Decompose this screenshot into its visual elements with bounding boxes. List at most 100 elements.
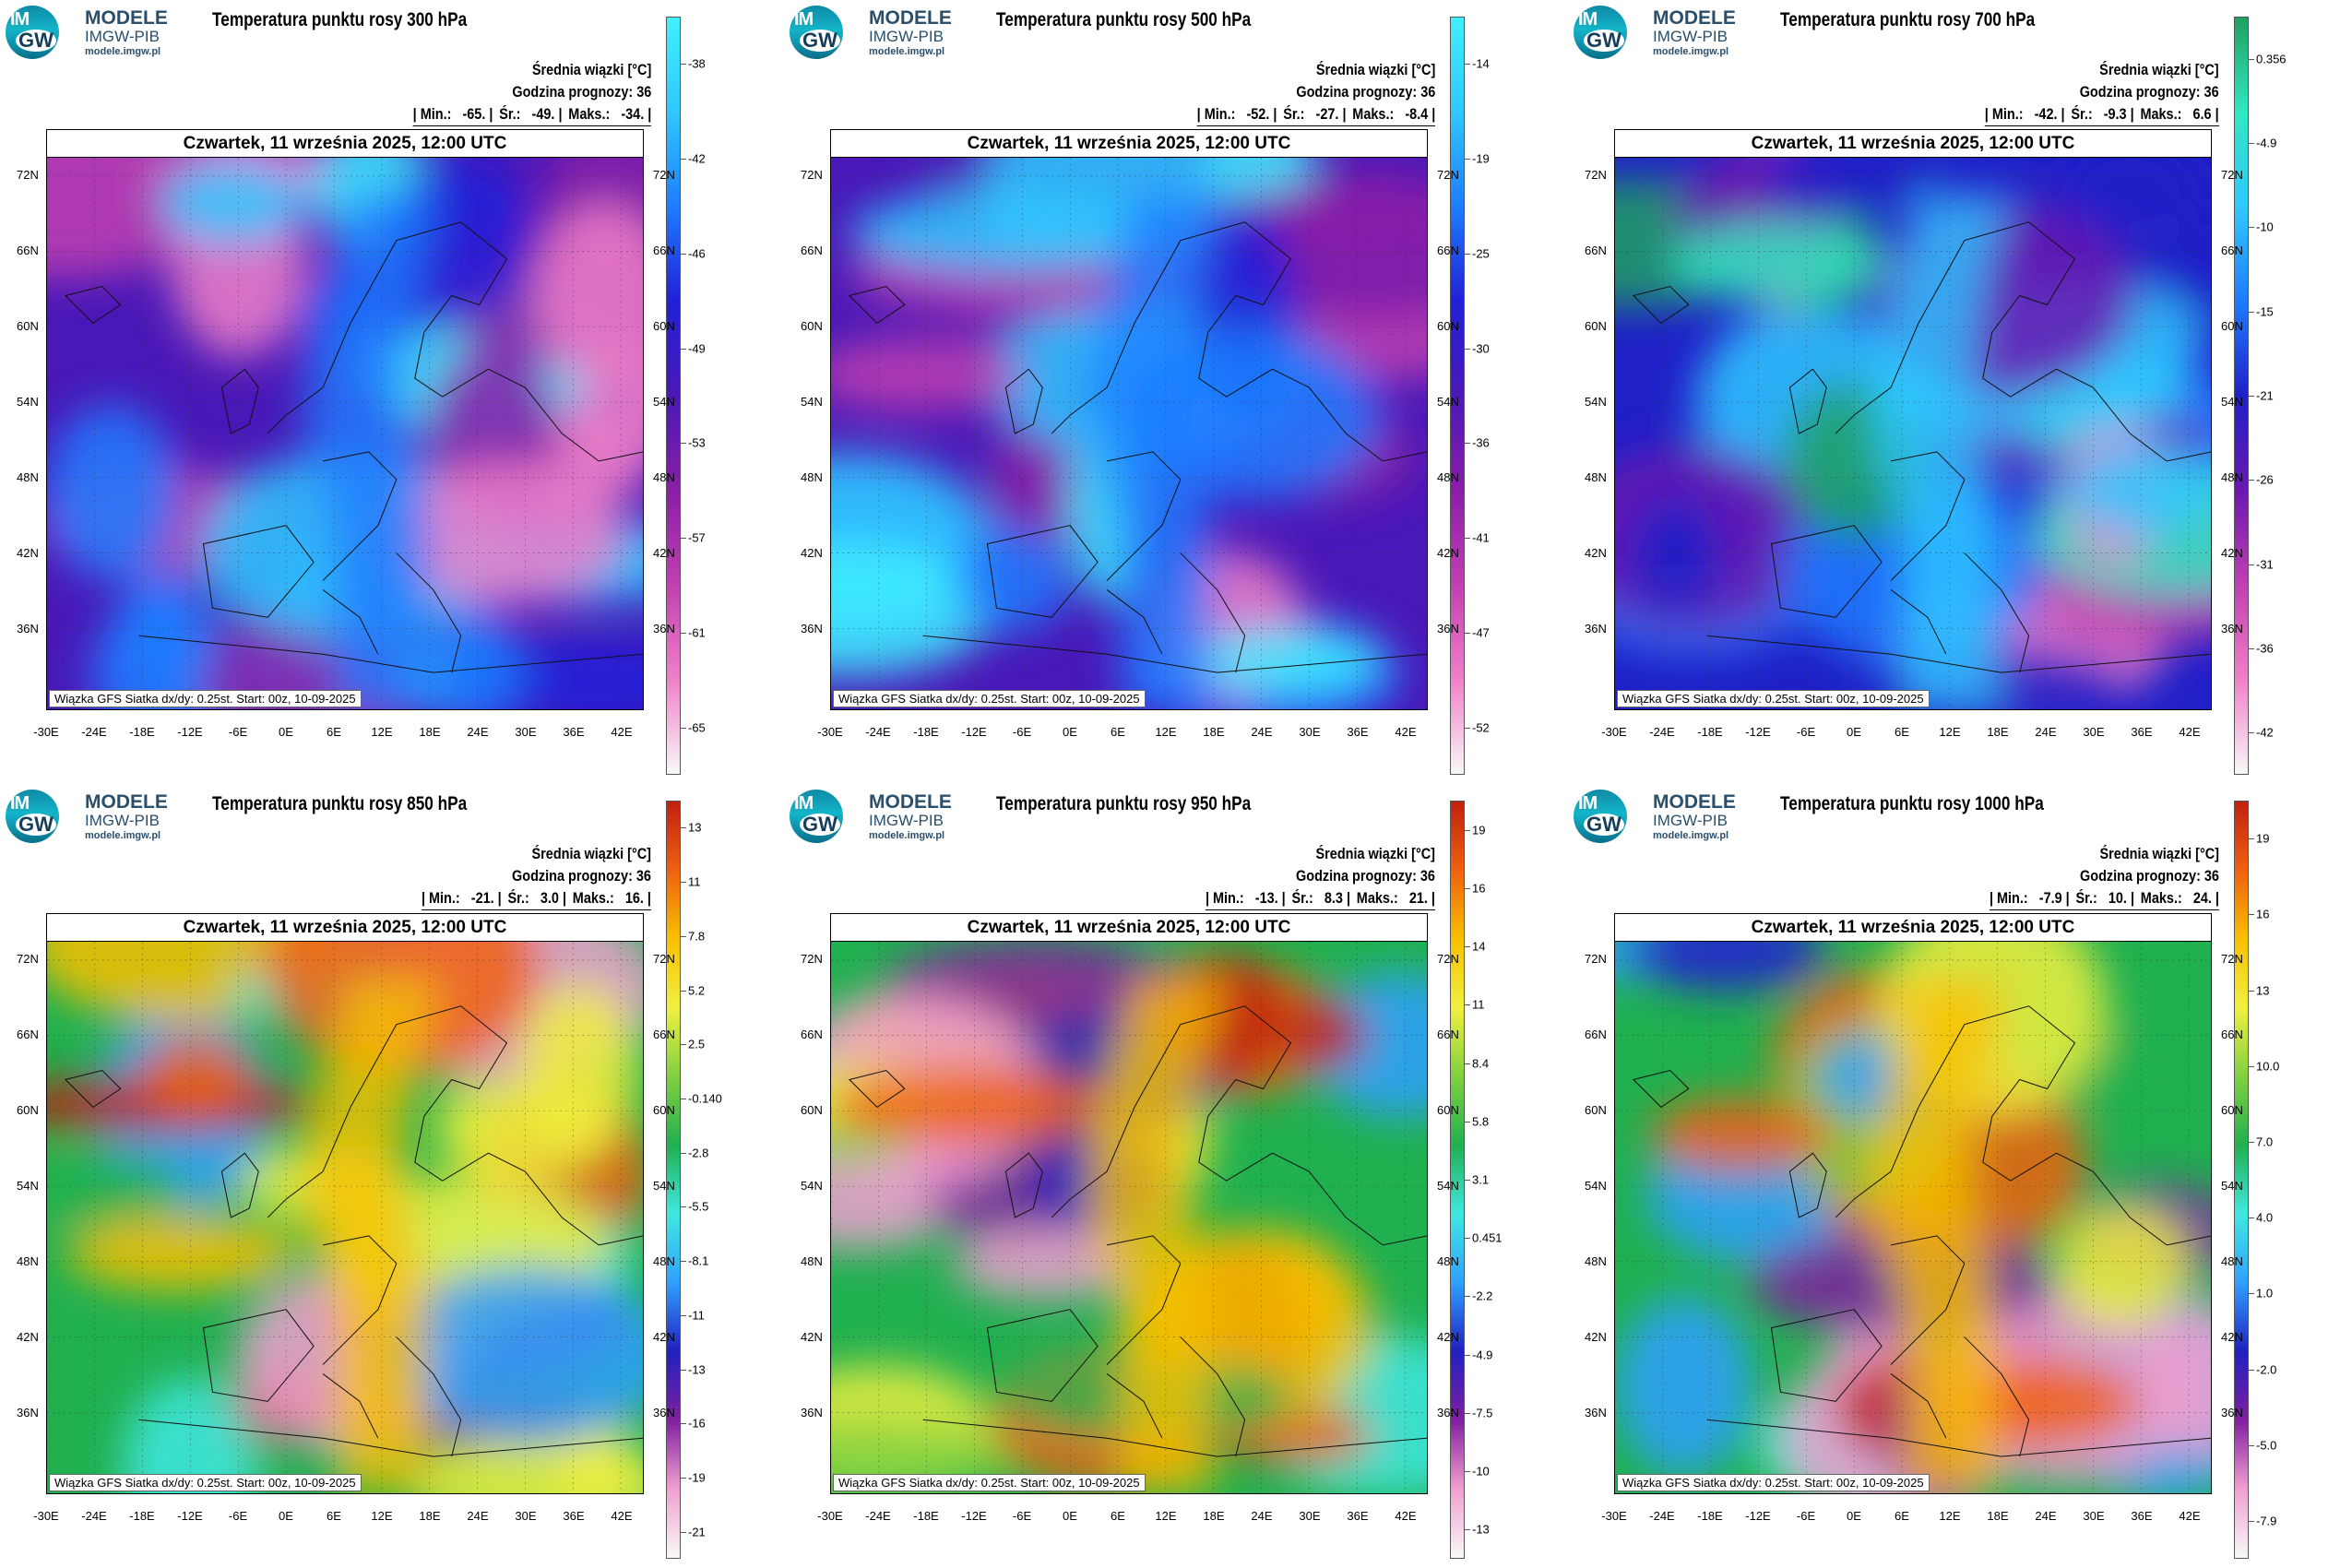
colorbar-label: -36 <box>2256 641 2274 656</box>
lon-label: 6E <box>1111 1509 1125 1523</box>
imgw-logo[interactable]: IM GW MODELE IMGW-PIB modele.imgw.pl <box>6 6 181 65</box>
lon-label: 36E <box>1347 725 1369 739</box>
imgw-logo-icon: IM GW <box>6 6 59 59</box>
lat-label: 72N <box>1437 952 1459 966</box>
panel-title: Temperatura punktu rosy 1000 hPa <box>1780 793 2044 814</box>
dewpoint-map[interactable]: Wiązka GFS Siatka dx/dy: 0.25st. Start: … <box>830 157 1428 710</box>
dewpoint-field <box>47 158 643 709</box>
lon-label: 18E <box>1203 1509 1225 1523</box>
lat-label: 66N <box>2221 1028 2243 1041</box>
stats-row: | Min.: -7.9 | Śr.: 10. | Maks.: 24. | <box>1989 887 2219 910</box>
stat-min: | Min.: -52. | <box>1196 105 1277 123</box>
colorbar-label: -19 <box>1472 151 1490 166</box>
colorbar-tick <box>1465 1412 1470 1414</box>
stat-mean: Śr.: -9.3 | <box>2071 105 2135 123</box>
lat-label: 48N <box>2221 1254 2243 1268</box>
forecast-hour-label: Godzina prognozy: 36 <box>1296 83 1435 101</box>
lat-label: 48N <box>1585 1254 1607 1268</box>
colorbar-tick <box>681 1261 686 1263</box>
panel-meta: Średnia wiązki [°C] Godzina prognozy: 36… <box>1985 59 2219 126</box>
lat-label: 60N <box>1437 1103 1459 1117</box>
dewpoint-field <box>47 942 643 1493</box>
colorbar-tick <box>1465 1296 1470 1298</box>
imgw-logo[interactable]: IM GW MODELE IMGW-PIB modele.imgw.pl <box>790 790 965 849</box>
model-info-footer: Wiązka GFS Siatka dx/dy: 0.25st. Start: … <box>833 690 1146 707</box>
lat-label: 60N <box>801 1103 823 1117</box>
dewpoint-map[interactable]: Wiązka GFS Siatka dx/dy: 0.25st. Start: … <box>1614 157 2212 710</box>
dewpoint-field <box>831 158 1427 709</box>
lon-label: -30E <box>1601 725 1627 739</box>
dewpoint-field <box>831 942 1427 1493</box>
logo-mark-bottom: GW <box>16 30 56 52</box>
imgw-logo[interactable]: IM GW MODELE IMGW-PIB modele.imgw.pl <box>6 790 181 849</box>
lat-label: 72N <box>801 952 823 966</box>
logo-url: modele.imgw.pl <box>869 830 945 841</box>
colorbar-tick <box>681 1369 686 1371</box>
colorbar-tick <box>1465 159 1470 160</box>
colorbar-label: 8.4 <box>1472 1056 1490 1071</box>
colorbar-tick <box>681 538 686 540</box>
lon-label: 12E <box>1939 725 1961 739</box>
lon-label: -6E <box>1796 1509 1816 1523</box>
colorbar-label: -2.0 <box>2256 1362 2277 1376</box>
lon-label: 42E <box>1395 1509 1417 1523</box>
panel-title: Temperatura punktu rosy 950 hPa <box>996 793 1252 814</box>
stat-max: Maks.: 24. | <box>2140 889 2219 907</box>
lon-label: -18E <box>129 725 155 739</box>
panel-meta: Średnia wiązki [°C] Godzina prognozy: 36… <box>1205 843 1435 910</box>
imgw-logo-icon: IM GW <box>1574 790 1627 843</box>
dewpoint-map[interactable]: Wiązka GFS Siatka dx/dy: 0.25st. Start: … <box>46 941 644 1494</box>
lon-label: 36E <box>2131 1509 2153 1523</box>
lat-label: 48N <box>653 470 675 484</box>
unit-label: Średnia wiązki [°C] <box>2099 61 2219 78</box>
colorbar-label: -36 <box>1472 435 1490 450</box>
dewpoint-field <box>1615 942 2211 1493</box>
dewpoint-map[interactable]: Wiązka GFS Siatka dx/dy: 0.25st. Start: … <box>830 941 1428 1494</box>
lon-label: 0E <box>1847 725 1861 739</box>
lon-label: 36E <box>563 725 585 739</box>
colorbar-tick <box>1465 1121 1470 1123</box>
stat-max: Maks.: 21. | <box>1356 889 1435 907</box>
lat-label: 36N <box>653 1406 675 1420</box>
stats-row: | Min.: -42. | Śr.: -9.3 | Maks.: 6.6 | <box>1985 103 2219 126</box>
colorbar-label: -5.0 <box>2256 1438 2277 1453</box>
model-info-footer: Wiązka GFS Siatka dx/dy: 0.25st. Start: … <box>1617 690 1930 707</box>
lon-label: -18E <box>129 1509 155 1523</box>
forecast-panel-5: IM GW MODELE IMGW-PIB modele.imgw.pl Tem… <box>784 784 1568 1568</box>
logo-mark-top: IM <box>1578 9 1598 30</box>
imgw-logo[interactable]: IM GW MODELE IMGW-PIB modele.imgw.pl <box>1574 6 1749 65</box>
imgw-logo[interactable]: IM GW MODELE IMGW-PIB modele.imgw.pl <box>790 6 965 65</box>
logo-mark-bottom: GW <box>1584 814 1624 836</box>
lat-label: 60N <box>17 319 39 333</box>
lat-label: 60N <box>653 1103 675 1117</box>
logo-mark-top: IM <box>1578 793 1598 814</box>
lon-label: -24E <box>1649 725 1675 739</box>
dewpoint-map[interactable]: Wiązka GFS Siatka dx/dy: 0.25st. Start: … <box>1614 941 2212 1494</box>
lat-label: 42N <box>1585 1330 1607 1344</box>
stat-mean: Śr.: -49. | <box>498 105 563 123</box>
map-overlay <box>47 942 643 1493</box>
logo-line1: MODELE <box>1653 7 1736 29</box>
lon-label: 30E <box>1299 1509 1321 1523</box>
lat-label: 54N <box>653 1179 675 1193</box>
colorbar-label: -2.8 <box>688 1146 709 1160</box>
imgw-logo[interactable]: IM GW MODELE IMGW-PIB modele.imgw.pl <box>1574 790 1749 849</box>
colorbar-label: -53 <box>688 435 706 450</box>
colorbar-label: 7.0 <box>2256 1134 2274 1149</box>
lat-label: 54N <box>801 1179 823 1193</box>
lat-label: 54N <box>1585 395 1607 409</box>
lon-label: -6E <box>228 1509 248 1523</box>
lon-label: 0E <box>1847 1509 1861 1523</box>
logo-mark-bottom: GW <box>16 814 56 836</box>
colorbar-label: -46 <box>688 246 706 261</box>
lon-label: 0E <box>1063 725 1077 739</box>
lat-label: 48N <box>801 1254 823 1268</box>
forecast-hour-label: Godzina prognozy: 36 <box>512 83 651 101</box>
lat-label: 36N <box>2221 1406 2243 1420</box>
colorbar-label: 11 <box>688 874 701 889</box>
panel-meta: Średnia wiązki [°C] Godzina prognozy: 36… <box>421 843 651 910</box>
lat-label: 72N <box>1585 168 1607 182</box>
colorbar-tick <box>1465 253 1470 255</box>
lat-label: 48N <box>2221 470 2243 484</box>
dewpoint-map[interactable]: Wiązka GFS Siatka dx/dy: 0.25st. Start: … <box>46 157 644 710</box>
